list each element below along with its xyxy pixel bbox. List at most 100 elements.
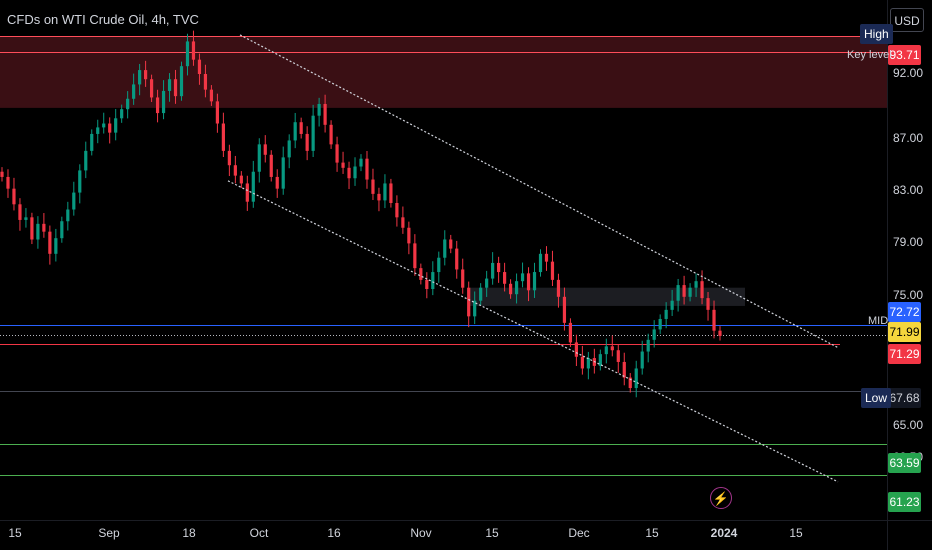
candle-body-93 <box>556 279 561 297</box>
candle-body-63 <box>377 193 381 201</box>
candle-body-56 <box>335 144 339 163</box>
candle-body-120 <box>718 330 722 336</box>
candle-body-87 <box>520 273 525 282</box>
candle-body-59 <box>353 166 357 179</box>
candle-body-73 <box>437 257 441 273</box>
price-tag-last-price: 71.99 <box>888 322 921 342</box>
time-tick-label: 15 <box>485 526 499 540</box>
candle-body-55 <box>329 124 333 145</box>
candle-body-118 <box>706 298 710 310</box>
candle-body-83 <box>497 262 501 273</box>
candle-body-39 <box>233 165 237 176</box>
resistance-zone <box>0 36 887 108</box>
time-tick-label: 15 <box>645 526 659 540</box>
candle-body-110 <box>658 318 662 330</box>
level-label-mid: MID <box>868 315 889 327</box>
candle-body-2 <box>12 188 16 205</box>
candle-body-4 <box>24 217 28 220</box>
candle-body-103 <box>616 350 620 362</box>
candle-body-38 <box>227 150 231 166</box>
candle-body-24 <box>144 70 148 80</box>
candle-body-43 <box>257 144 261 172</box>
candle-body-67 <box>401 217 405 228</box>
price-tag-low: 67.68 <box>888 388 921 408</box>
channel-lower-line <box>227 180 839 483</box>
candle-body-64 <box>383 183 387 201</box>
level-label-low: Low <box>861 388 892 408</box>
candle-body-54 <box>323 103 327 125</box>
candle-body-53 <box>317 103 321 116</box>
currency-button[interactable]: USD <box>890 8 924 32</box>
candle-body-19 <box>114 118 118 133</box>
price-tick-label: 92.00 <box>893 66 924 80</box>
price-tick-label: 79.00 <box>893 235 924 250</box>
price-tick-label: 83.00 <box>893 183 924 198</box>
candle-body-13 <box>78 170 82 193</box>
candle-body-25 <box>149 79 154 98</box>
candle-body-48 <box>287 140 291 158</box>
candle-body-111 <box>664 309 668 319</box>
candle-body-106 <box>634 368 638 389</box>
candle-body-117 <box>700 281 704 299</box>
candle-body-50 <box>299 122 303 134</box>
candle-body-109 <box>652 329 656 340</box>
candle-body-115 <box>688 287 692 297</box>
candle-body-35 <box>209 89 214 102</box>
candle-body-42 <box>251 171 255 202</box>
candle-body-46 <box>275 176 279 189</box>
candle-body-80 <box>479 287 483 301</box>
candle-body-82 <box>491 262 495 279</box>
candle-body-114 <box>682 285 686 297</box>
time-tick-label: 2024 <box>710 526 738 540</box>
price-tick-label: 65.00 <box>893 417 924 432</box>
candle-body-34 <box>203 74 208 90</box>
candle-body-5 <box>30 217 34 240</box>
candle-body-89 <box>532 272 537 291</box>
candle-body-71 <box>425 279 429 289</box>
candle-body-15 <box>90 133 94 151</box>
candle-body-85 <box>508 283 513 295</box>
candle-body-66 <box>395 202 399 218</box>
candle-body-18 <box>108 123 112 133</box>
candle-body-32 <box>191 41 196 60</box>
candle-body-98 <box>586 358 590 369</box>
candle-body-16 <box>96 127 100 134</box>
candle-body-108 <box>646 339 650 352</box>
candle-body-76 <box>455 248 459 270</box>
candle-body-51 <box>305 133 309 151</box>
candle-body-44 <box>263 144 267 155</box>
price-tag-support-1: 63.59 <box>888 453 921 473</box>
price-tag-mid: 72.72 <box>888 302 921 322</box>
candle-body-91 <box>544 253 549 262</box>
candle-body-101 <box>604 346 608 355</box>
candle-body-61 <box>365 158 369 180</box>
candle-body-1 <box>6 176 10 189</box>
chart-title: CFDs on WTI Crude Oil, 4h, TVC <box>7 12 199 27</box>
candle-body-14 <box>84 150 88 171</box>
candle-body-74 <box>443 239 447 258</box>
candle-body-105 <box>628 377 632 389</box>
candle-body-12 <box>72 192 76 210</box>
candle-body-60 <box>359 158 363 167</box>
candle-body-31 <box>185 41 190 67</box>
candle-body-113 <box>676 285 680 301</box>
candle-body-96 <box>574 342 578 357</box>
channel-upper-line <box>239 34 839 349</box>
candle-body-94 <box>562 296 567 323</box>
candle-body-100 <box>598 354 602 366</box>
candle-body-23 <box>138 70 142 85</box>
price-tick-label: 75.00 <box>893 287 924 302</box>
price-tag-key-level: 93.71 <box>888 45 921 65</box>
candle-body-92 <box>550 261 555 280</box>
candle-body-10 <box>60 221 64 239</box>
candle-body-77 <box>461 269 465 288</box>
lightning-icon[interactable]: ⚡ <box>710 487 732 509</box>
candle-body-36 <box>215 101 219 124</box>
candle-body-27 <box>161 90 166 114</box>
price-tag-prev-close: 71.29 <box>888 344 921 364</box>
candle-body-70 <box>419 268 423 280</box>
candle-body-65 <box>389 183 393 203</box>
candle-body-0 <box>0 171 4 177</box>
